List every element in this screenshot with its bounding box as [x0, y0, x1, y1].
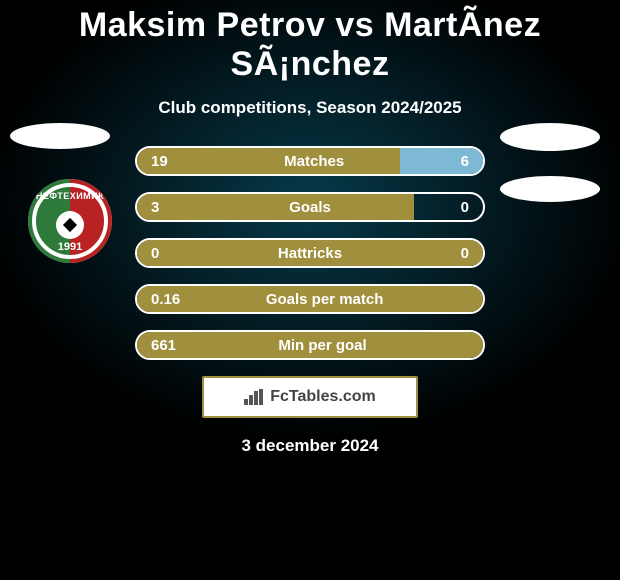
stat-value-left: 661	[137, 337, 176, 354]
stat-value-left: 3	[137, 199, 159, 216]
stat-value-right: 6	[461, 153, 483, 170]
stat-label: Hattricks	[159, 245, 460, 262]
stat-row: 661Min per goal	[135, 330, 485, 360]
soccer-ball-icon	[56, 211, 84, 239]
page-title: Maksim Petrov vs MartÃ­nez SÃ¡nchez	[0, 6, 620, 84]
comparison-card: Maksim Petrov vs MartÃ­nez SÃ¡nchez Club…	[0, 0, 620, 580]
club-badge-year: 1991	[28, 241, 112, 253]
bar-chart-icon	[244, 389, 264, 405]
stat-value-left: 0.16	[137, 291, 180, 308]
player-right-logo-placeholder-1	[500, 123, 600, 151]
stat-label: Goals	[159, 199, 460, 216]
club-badge-name: НЕФТЕХИМИК	[28, 191, 112, 201]
player-right-logo-placeholder-2	[500, 176, 600, 202]
stat-value-left: 0	[137, 245, 159, 262]
club-badge: НЕФТЕХИМИК 1991	[28, 179, 112, 263]
stat-label: Goals per match	[180, 291, 469, 308]
stat-row: 19Matches6	[135, 146, 485, 176]
brand-footer: FcTables.com	[202, 376, 418, 418]
player-left-logo-placeholder	[10, 123, 110, 149]
stat-row: 3Goals0	[135, 192, 485, 222]
stat-row: 0Hattricks0	[135, 238, 485, 268]
stat-value-left: 19	[137, 153, 168, 170]
stat-value-right: 0	[461, 199, 483, 216]
stat-label: Matches	[168, 153, 461, 170]
date-text: 3 december 2024	[0, 436, 620, 456]
subtitle: Club competitions, Season 2024/2025	[0, 98, 620, 118]
brand-name: FcTables.com	[270, 388, 376, 406]
stat-label: Min per goal	[176, 337, 469, 354]
stat-row: 0.16Goals per match	[135, 284, 485, 314]
stat-value-right: 0	[461, 245, 483, 262]
